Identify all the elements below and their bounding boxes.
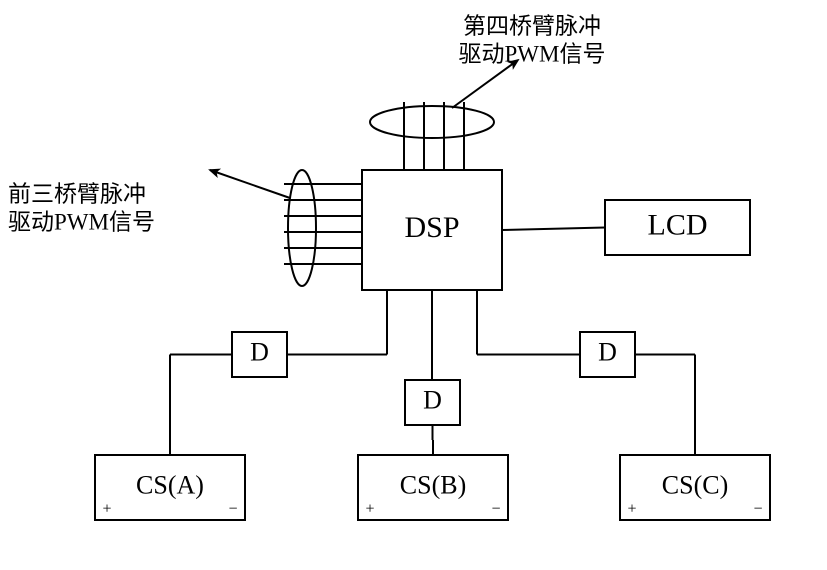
cs-c-block-label: CS(C) — [662, 470, 728, 499]
d-block-c-label: D — [598, 337, 617, 366]
cs-b-block-plus: + — [365, 501, 374, 518]
cs-b-block-minus: − — [491, 501, 500, 518]
annot-top-1: 第四桥臂脉冲 — [463, 13, 601, 38]
cs-a-block-plus: + — [102, 501, 111, 518]
arrow-left — [210, 170, 290, 198]
cs-a-block-minus: − — [228, 501, 237, 518]
cs-a-block-label: CS(A) — [136, 470, 204, 499]
wire-dsp-lcd — [502, 228, 605, 231]
dsp-block-diagram: DSPLCDDDDCS(A)+−CS(B)+−CS(C)+−第四桥臂脉冲驱动PW… — [0, 0, 827, 570]
d-block-a-label: D — [250, 337, 269, 366]
bus-ellipse-top — [370, 106, 494, 138]
cs-c-block-plus: + — [627, 501, 636, 518]
annot-top-2: 驱动PWM信号 — [459, 41, 606, 66]
lcd-label: LCD — [648, 208, 708, 241]
dsp-label: DSP — [404, 211, 459, 244]
cs-c-block-minus: − — [753, 501, 762, 518]
arrow-top — [452, 60, 518, 108]
d-block-b-label: D — [423, 385, 442, 414]
cs-b-block-label: CS(B) — [400, 470, 466, 499]
bus-ellipse-left — [288, 170, 316, 286]
annot-left-1: 前三桥臂脉冲 — [8, 181, 146, 206]
annot-left-2: 驱动PWM信号 — [8, 209, 155, 234]
